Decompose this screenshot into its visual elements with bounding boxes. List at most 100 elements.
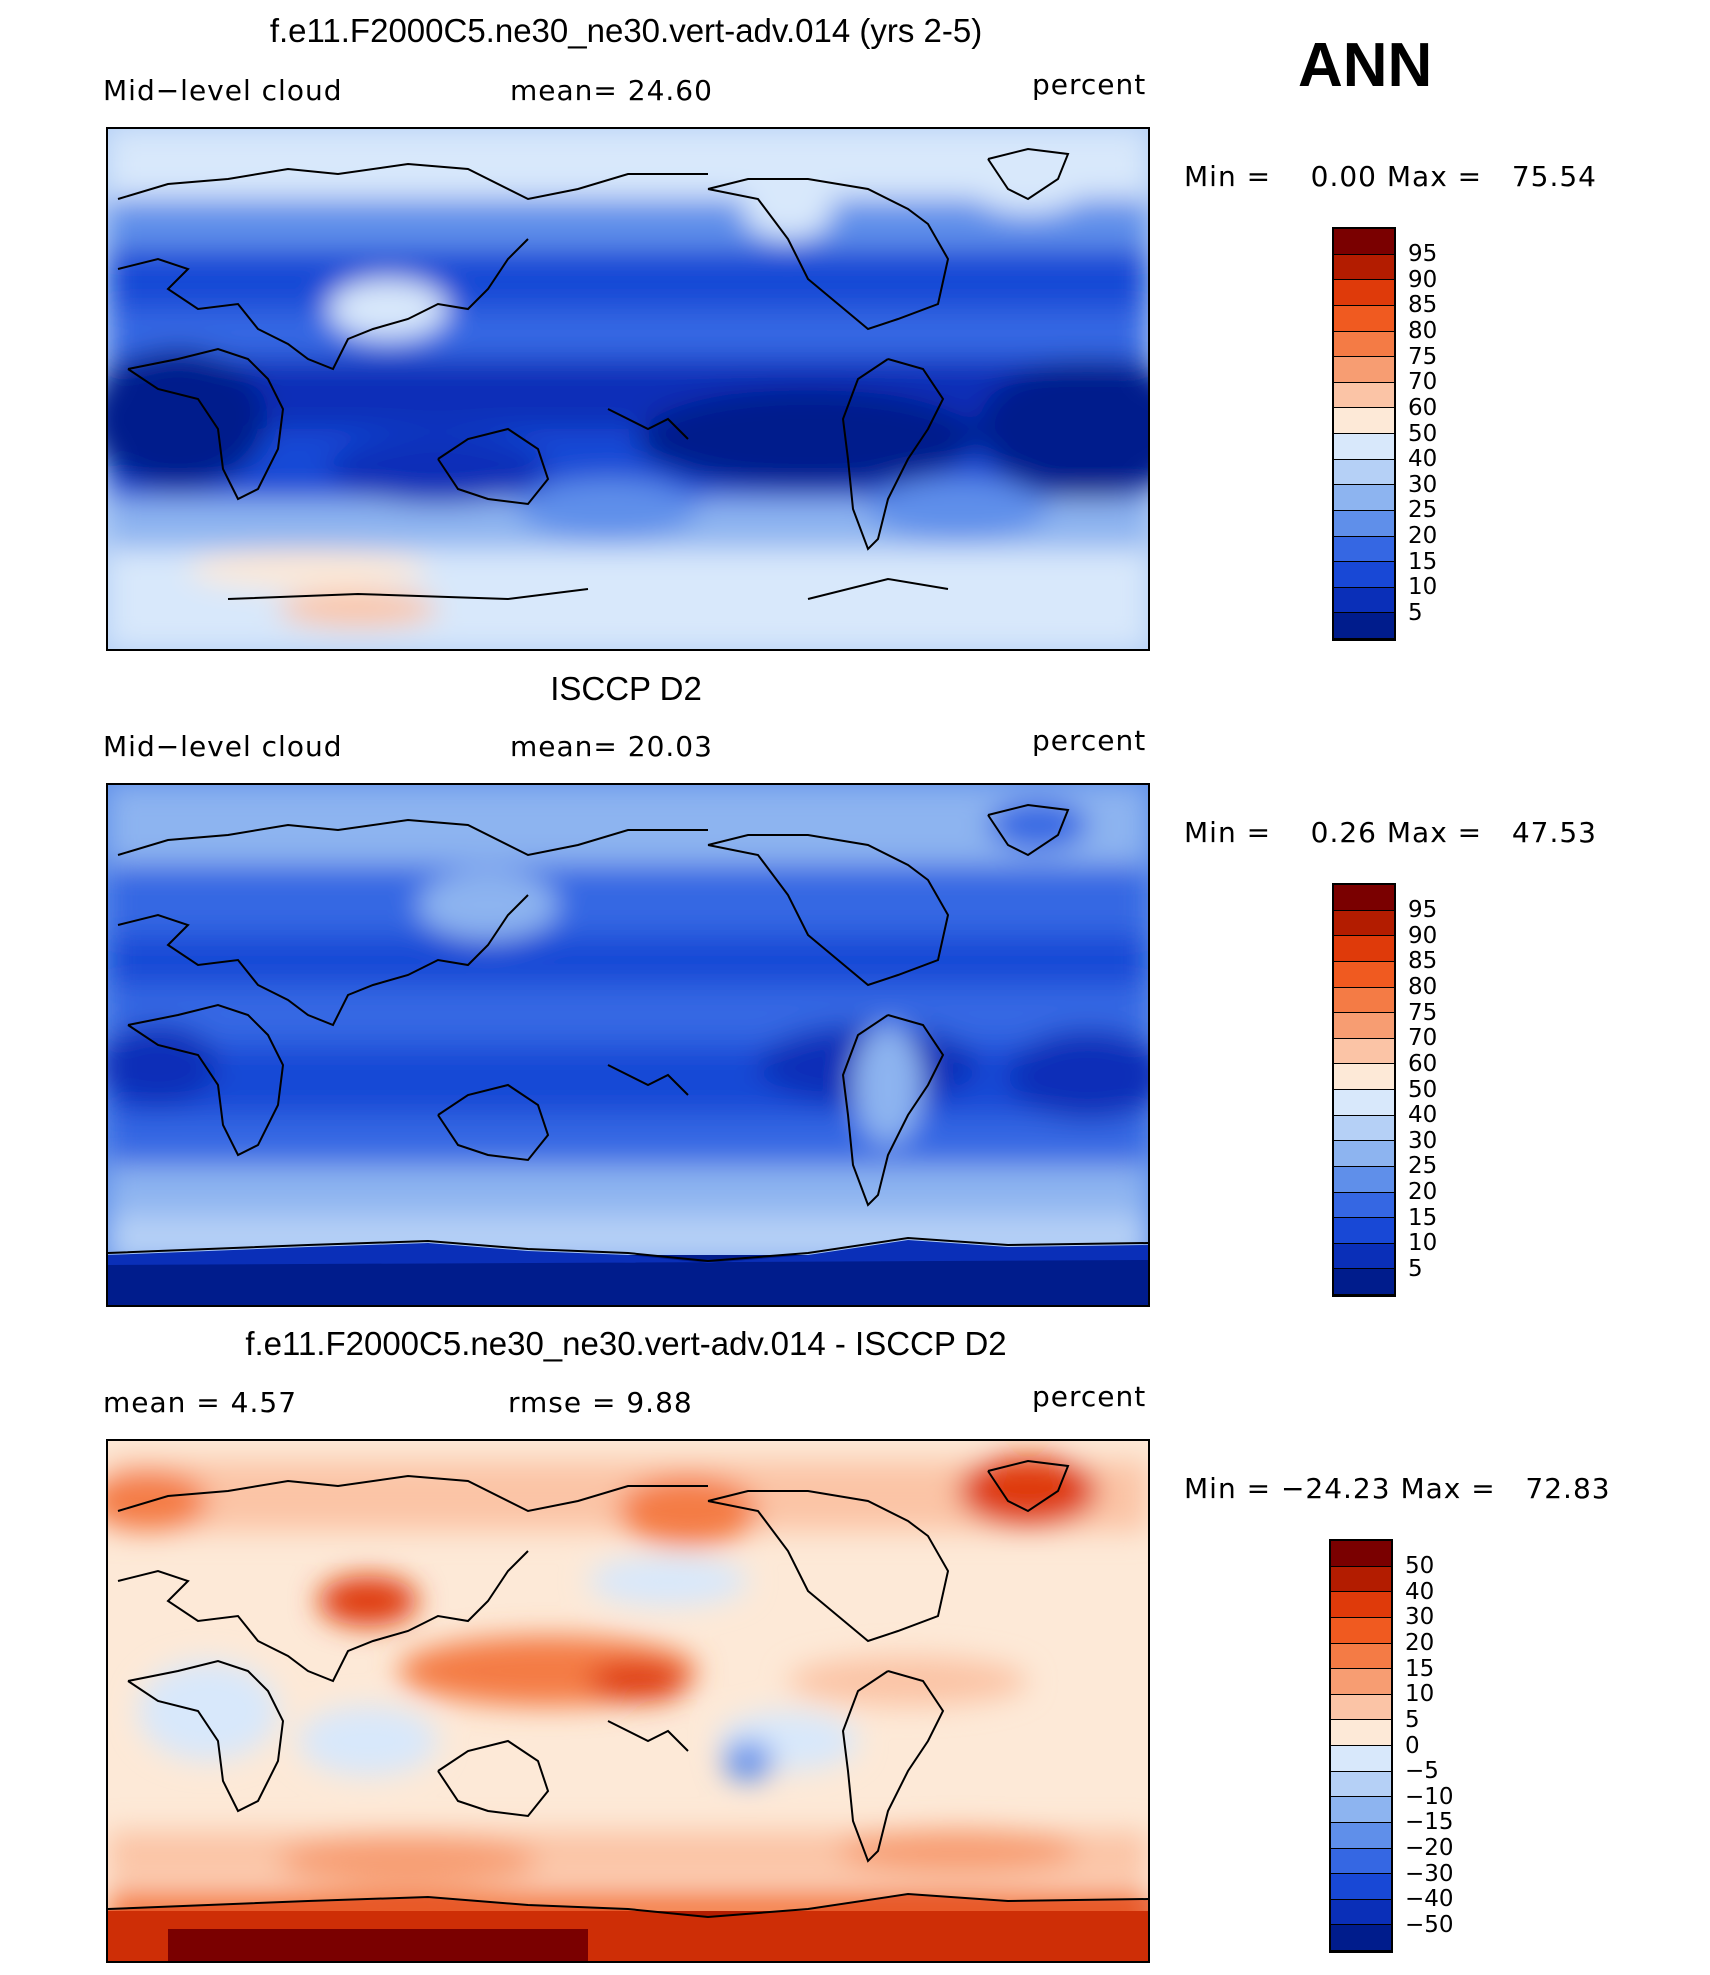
panel-1-mean-label: mean= 24.60 [510, 74, 713, 107]
panel-1-variable-label: Mid−level cloud [103, 74, 343, 107]
panel-1-colorbar: 95 90 85 80 75 70 60 50 40 30 25 20 15 10 5 [1332, 227, 1437, 641]
colorbar-swatch [1334, 331, 1394, 358]
colorbar-tick-label: −50 [1405, 1911, 1454, 1938]
colorbar-swatch [1334, 1192, 1394, 1219]
colorbar-tick-label: 95 [1408, 897, 1438, 924]
colorbar-tick-label: 25 [1408, 497, 1438, 524]
colorbar-tick-label: 5 [1405, 1706, 1420, 1733]
colorbar-tick-label: 60 [1408, 1050, 1438, 1077]
panel-2-minmax: Min = 0.26 Max = 47.53 [1184, 816, 1597, 849]
colorbar-swatch [1334, 1218, 1394, 1244]
colorbar-swatch [1334, 254, 1394, 281]
panel-2-title: ISCCP D2 [550, 670, 702, 707]
colorbar-tick-label: 95 [1408, 241, 1438, 268]
season-label: ANN [1298, 31, 1433, 100]
colorbar-swatch [1331, 1797, 1391, 1823]
colorbar-swatch [1334, 485, 1394, 511]
colorbar-tick-label: 90 [1408, 922, 1438, 949]
colorbar-swatch [1334, 1115, 1394, 1142]
colorbar-tick-label: −5 [1405, 1758, 1439, 1785]
colorbar-swatch [1334, 1090, 1394, 1116]
colorbar-swatch [1331, 1720, 1391, 1746]
colorbar-swatch [1331, 1874, 1391, 1900]
colorbar-swatch [1334, 459, 1394, 486]
colorbar-swatch [1334, 1141, 1394, 1167]
colorbar-swatch [1331, 1822, 1391, 1849]
colorbar-tick-label: 10 [1405, 1681, 1435, 1708]
colorbar-swatch [1334, 1243, 1394, 1270]
colorbar-tick-label: 30 [1408, 1127, 1438, 1154]
colorbar-swatch [1334, 1038, 1394, 1065]
colorbar-tick-label: 75 [1408, 343, 1438, 370]
colorbar-swatch [1334, 536, 1394, 563]
colorbar-tick-label: −40 [1405, 1886, 1454, 1913]
colorbar-swatch [1331, 1925, 1391, 1951]
colorbar-swatch [1331, 1746, 1391, 1772]
colorbar-tick-label: −20 [1405, 1835, 1454, 1861]
colorbar-tick-label: 10 [1408, 574, 1438, 601]
colorbar-swatch [1331, 1541, 1391, 1567]
panel-3-rmse-label: rmse = 9.88 [508, 1386, 693, 1419]
panel-1-map [106, 127, 1150, 651]
colorbar-swatch [1331, 1899, 1391, 1926]
colorbar-tick-label: 20 [1408, 523, 1438, 549]
colorbar-swatch [1334, 562, 1394, 588]
colorbar-swatch [1334, 910, 1394, 937]
colorbar-swatch [1334, 229, 1394, 255]
colorbar-swatch [1334, 510, 1394, 537]
colorbar-tick-label: −15 [1405, 1809, 1454, 1836]
colorbar-tick-label: 50 [1408, 420, 1438, 447]
colorbar-tick-label: 90 [1408, 266, 1438, 293]
colorbar-tick-label: 0 [1405, 1732, 1420, 1759]
colorbar-tick-label: 40 [1408, 1102, 1438, 1129]
colorbar-swatch [1331, 1669, 1391, 1695]
panel-3-minmax: Min = −24.23 Max = 72.83 [1184, 1472, 1611, 1505]
colorbar-tick-label: −30 [1405, 1860, 1454, 1887]
colorbar-tick-label: 80 [1408, 318, 1438, 344]
panel-3-mean-label: mean = 4.57 [103, 1386, 298, 1419]
colorbar-swatch [1334, 382, 1394, 409]
colorbar-swatch [1334, 936, 1394, 962]
colorbar-tick-label: 50 [1405, 1553, 1435, 1580]
colorbar-tick-label: 10 [1408, 1230, 1438, 1257]
colorbar-tick-label: 40 [1408, 446, 1438, 473]
panel-1-units-label: percent [1032, 68, 1147, 101]
colorbar-tick-label: 30 [1408, 471, 1438, 498]
panel-2-units-label: percent [1032, 724, 1147, 757]
colorbar-tick-label: 15 [1405, 1655, 1435, 1682]
colorbar-swatch [1334, 305, 1394, 332]
colorbar-swatch [1331, 1643, 1391, 1670]
colorbar-tick-label: 85 [1408, 292, 1438, 319]
panel-1-title: f.e11.F2000C5.ne30_ne30.vert-adv.014 (yr… [269, 12, 983, 49]
colorbar-swatch [1334, 1166, 1394, 1193]
panel-3-units-label: percent [1032, 1380, 1147, 1413]
colorbar-swatch [1334, 357, 1394, 383]
colorbar-swatch [1334, 1269, 1394, 1295]
colorbar-tick-label: 75 [1408, 999, 1438, 1026]
panel-3-colorbar: 50 40 30 20 15 10 5 0 −5 −10 −15 −20 −30 −40 −50 [1329, 1539, 1454, 1953]
colorbar-tick-label: 85 [1408, 948, 1438, 975]
colorbar-tick-label: 15 [1408, 1204, 1438, 1231]
colorbar-tick-label: 5 [1408, 599, 1423, 626]
colorbar-swatch [1331, 1771, 1391, 1798]
colorbar-tick-label: 30 [1405, 1604, 1435, 1631]
colorbar-swatch [1334, 587, 1394, 614]
panel-2-map [106, 783, 1150, 1307]
colorbar-swatch [1334, 987, 1394, 1014]
colorbar-tick-label: 20 [1405, 1630, 1435, 1656]
colorbar-tick-label: 40 [1405, 1578, 1435, 1605]
colorbar-tick-label: 15 [1408, 548, 1438, 575]
panel-2-mean-label: mean= 20.03 [510, 730, 713, 763]
colorbar-swatch [1331, 1848, 1391, 1875]
colorbar-swatch [1334, 1013, 1394, 1039]
panel-3-title: f.e11.F2000C5.ne30_ne30.vert-adv.014 - I… [245, 1325, 1007, 1362]
colorbar-swatch [1334, 408, 1394, 434]
colorbar-tick-label: 5 [1408, 1255, 1423, 1282]
colorbar-tick-label: 50 [1408, 1076, 1438, 1103]
panel-1-minmax: Min = 0.00 Max = 75.54 [1184, 160, 1597, 193]
colorbar-swatch [1331, 1566, 1391, 1593]
colorbar-tick-label: 25 [1408, 1153, 1438, 1180]
colorbar-tick-label: 70 [1408, 369, 1438, 396]
panel-2-colorbar: 95 90 85 80 75 70 60 50 40 30 25 20 15 10 5 [1332, 883, 1437, 1297]
colorbar-tick-label: 80 [1408, 974, 1438, 1000]
